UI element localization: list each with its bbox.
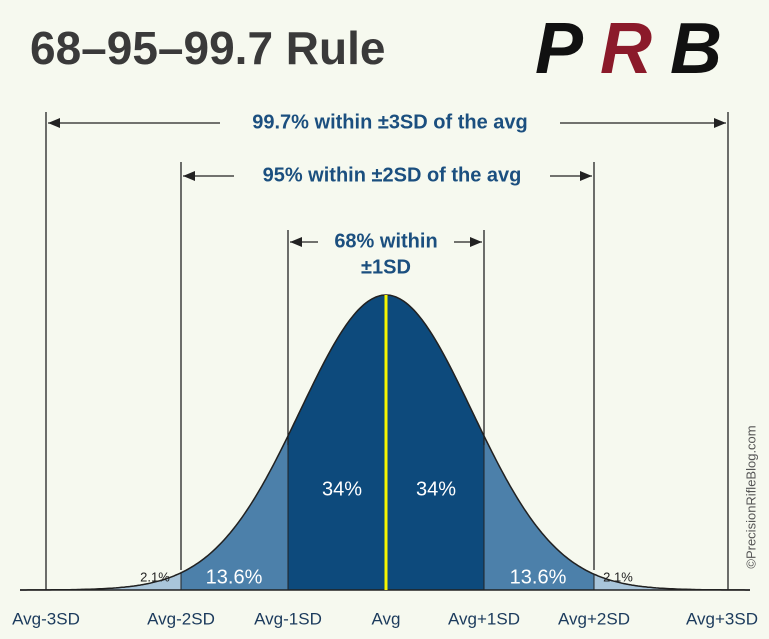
region-label: 34% [416,478,456,500]
axis-label: Avg [372,609,401,628]
label-bg [220,106,560,140]
label-bg [234,158,550,194]
curve [20,294,750,591]
axis-label: Avg+2SD [558,609,630,628]
region-label: 13.6% [206,566,263,588]
axis-label: Avg+3SD [686,609,758,628]
title: 68–95–99.7 Rule [30,22,386,74]
region-label: 2.1% [140,569,170,584]
range-label: 95% within ±2SD of the avg [263,164,522,186]
logo-letter: P [535,9,584,89]
logo: P R B [535,9,722,89]
axis-label: Avg-2SD [147,609,215,628]
region-label: 34% [322,478,362,500]
axis-label: Avg+1SD [448,609,520,628]
range-label: 68% within [334,230,437,252]
axis-label: Avg-1SD [254,609,322,628]
range-label: ±1SD [361,256,411,278]
region-label: 13.6% [510,566,567,588]
range-label: 99.7% within ±3SD of the avg [252,111,527,133]
region-label: 2.1% [603,569,633,584]
label-bg [318,226,454,286]
logo-letter: B [670,9,722,89]
credit: ©PrecisionRifleBlog.com [743,425,758,568]
logo-letter: R [600,9,652,89]
axis-label: Avg-3SD [12,609,80,628]
